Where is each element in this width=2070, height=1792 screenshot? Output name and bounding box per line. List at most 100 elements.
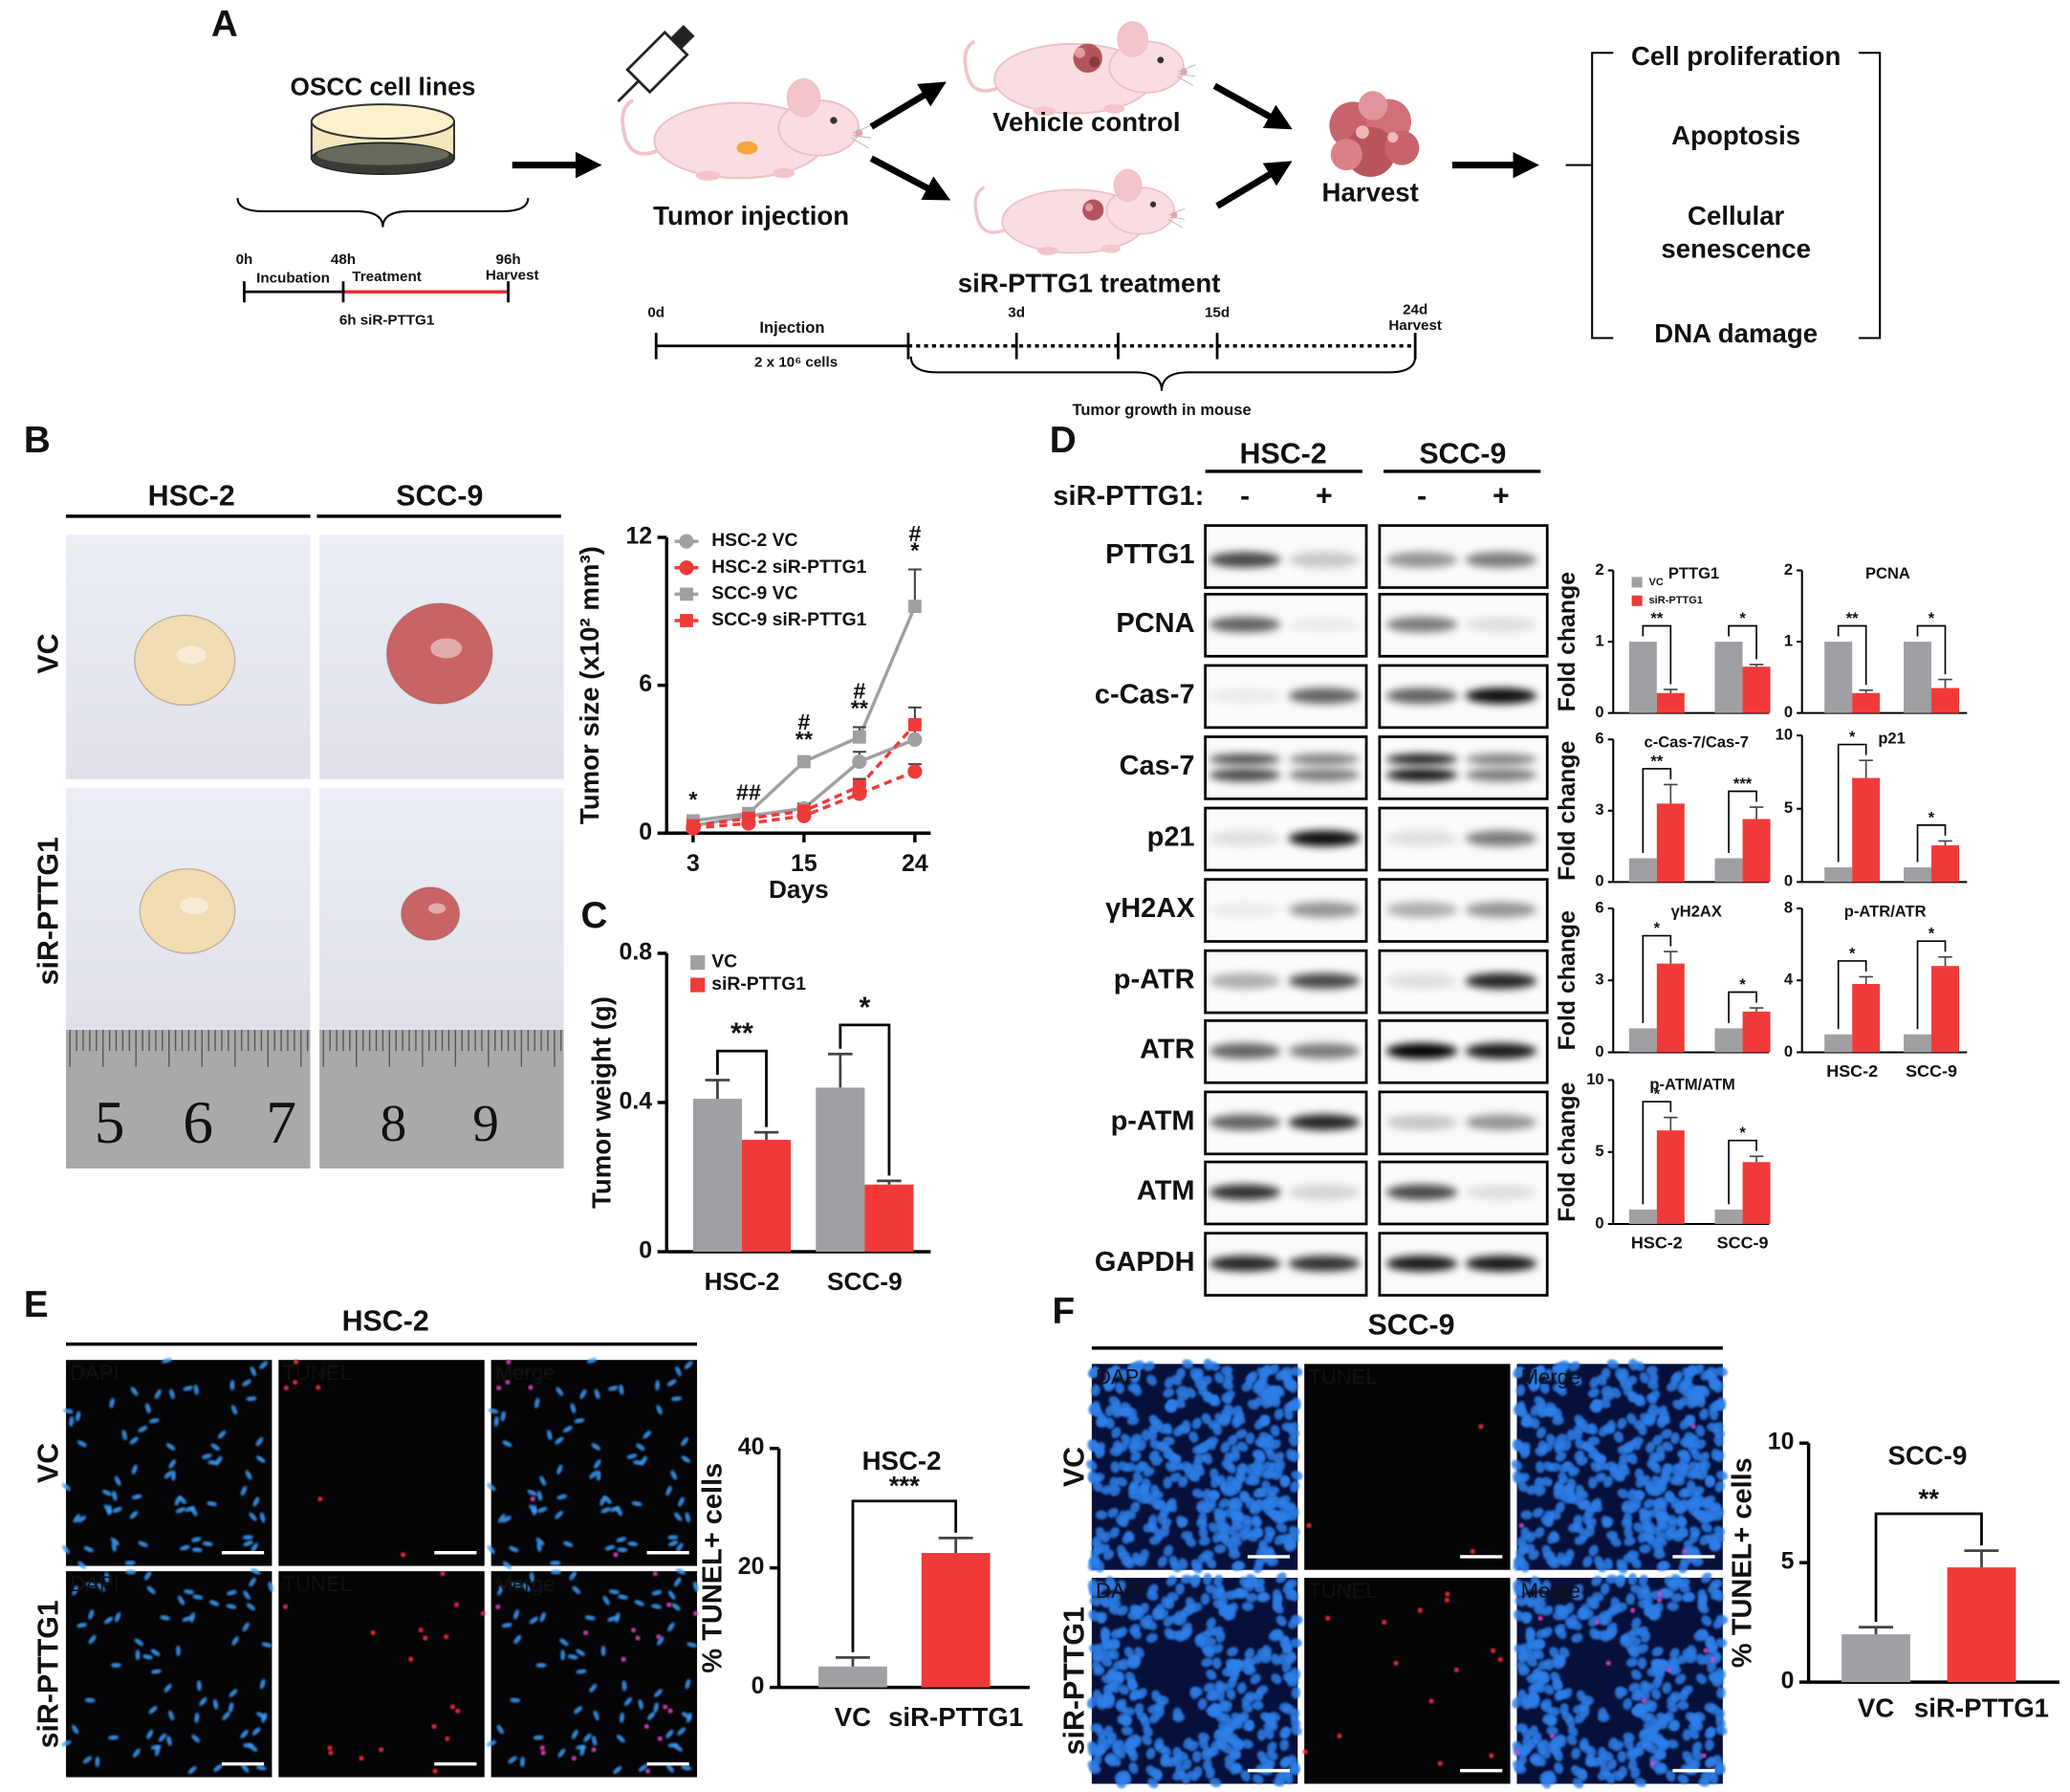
tunel-spot [530, 1497, 535, 1502]
nucleus [1244, 1648, 1255, 1660]
nucleus [1689, 1531, 1699, 1543]
nucleus [608, 1589, 620, 1595]
band [1288, 552, 1361, 568]
tunel-spot [283, 1385, 289, 1390]
nucleus [1176, 1516, 1187, 1527]
brace [236, 198, 530, 228]
bar [1742, 819, 1771, 883]
nucleus [1681, 1685, 1693, 1695]
band [1465, 616, 1537, 633]
nucleus [114, 1475, 121, 1486]
nucleus [1606, 1759, 1618, 1771]
nucleus [240, 1485, 248, 1497]
nucleus [1530, 1576, 1540, 1588]
nucleus [1628, 1682, 1641, 1693]
nucleus [555, 1436, 564, 1445]
significance-label: * [1849, 944, 1856, 962]
nucleus [1220, 1484, 1231, 1497]
tunel-spot [666, 1602, 672, 1607]
point [686, 819, 700, 833]
tunel-spot [480, 1610, 486, 1616]
nucleus [1222, 1535, 1232, 1547]
band [1209, 754, 1281, 765]
tunel-spot [1382, 1619, 1387, 1625]
nucleus [1129, 1690, 1140, 1701]
nucleus [202, 1541, 213, 1547]
nucleus [1273, 1594, 1283, 1606]
tunel-spot [317, 1497, 323, 1502]
nucleus [1658, 1561, 1671, 1571]
nucleus [1675, 1673, 1687, 1685]
bar [1824, 642, 1853, 713]
nucleus [1535, 1447, 1547, 1456]
nucleus [62, 1544, 70, 1555]
nucleus [1699, 1408, 1710, 1421]
tunel-spot [283, 1604, 288, 1609]
significance-bracket [1837, 743, 1867, 863]
legend-label: SCC-9 siR-PTTG1 [711, 610, 866, 630]
nucleus [686, 1713, 692, 1723]
nucleus [1627, 1453, 1638, 1465]
micrograph [1304, 1364, 1511, 1570]
bar [1628, 858, 1657, 883]
nucleus [1541, 1606, 1554, 1616]
nucleus [1614, 1574, 1626, 1585]
nucleus [1104, 1417, 1115, 1430]
nucleus [1191, 1750, 1202, 1763]
nucleus [1678, 1562, 1689, 1574]
x-tick-label: HSC-2 [1631, 1233, 1683, 1252]
nucleus [1579, 1607, 1589, 1620]
nucleus [684, 1361, 693, 1369]
y-tick-label: 8 [1784, 898, 1793, 916]
nucleus [1568, 1361, 1580, 1372]
nucleus [1554, 1369, 1564, 1382]
nucleus [1534, 1592, 1546, 1603]
nucleus [1715, 1470, 1728, 1480]
nucleus [1274, 1452, 1285, 1463]
nucleus [110, 1662, 121, 1668]
nucleus [529, 1616, 538, 1625]
nucleus [1712, 1765, 1726, 1776]
nucleus [619, 1384, 624, 1395]
step-label: Harvest [1322, 177, 1419, 207]
nucleus [1259, 1498, 1271, 1511]
nucleus [109, 1397, 115, 1409]
band [1288, 1114, 1361, 1130]
nucleus [135, 1650, 141, 1661]
nucleus [229, 1380, 235, 1391]
band [1385, 1114, 1458, 1130]
nucleus [1709, 1408, 1719, 1421]
nucleus [511, 1582, 522, 1588]
nucleus [1635, 1739, 1647, 1751]
nucleus [1261, 1479, 1272, 1493]
nucleus [529, 1572, 534, 1584]
nucleus [1678, 1525, 1689, 1538]
nucleus [1105, 1405, 1116, 1417]
nucleus [1188, 1431, 1199, 1443]
panel-label: F [1052, 1291, 1075, 1332]
nucleus [1233, 1561, 1246, 1571]
nucleus [1619, 1464, 1630, 1476]
nucleus [243, 1540, 253, 1547]
nucleus [1283, 1540, 1296, 1550]
nucleus [1639, 1371, 1650, 1384]
nucleus [1163, 1436, 1175, 1446]
nucleus [519, 1756, 525, 1767]
tunel-spot [1701, 1753, 1707, 1759]
tumor-highlight [180, 897, 208, 915]
nucleus [1252, 1653, 1264, 1665]
y-tick-label: 5 [1781, 1549, 1795, 1575]
legend-label: HSC-2 siR-PTTG1 [711, 557, 866, 578]
y-tick-label: 12 [625, 524, 652, 550]
nucleus [1682, 1729, 1692, 1741]
nucleus [213, 1763, 223, 1772]
nucleus [1655, 1763, 1667, 1775]
nucleus [1640, 1412, 1651, 1424]
phase-label: 2 x 10⁶ cells [754, 355, 838, 371]
nucleus [61, 1482, 71, 1492]
nucleus [241, 1763, 250, 1773]
bar [1714, 858, 1743, 883]
nucleus [1662, 1682, 1672, 1694]
nucleus [83, 1545, 94, 1553]
nucleus [1090, 1384, 1100, 1397]
